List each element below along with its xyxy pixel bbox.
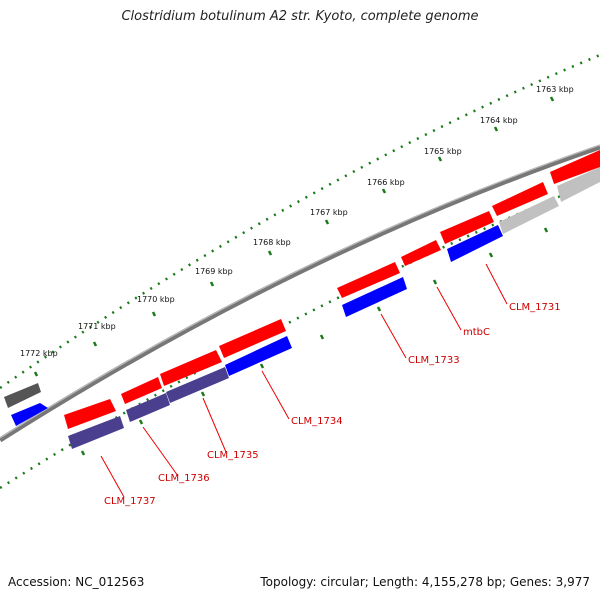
gene-feature-clm1731a-fwd: [440, 211, 494, 244]
kbp-label-1771: 1771 kbp: [78, 322, 116, 331]
gene-feature-clm1737-fwd: [64, 399, 116, 429]
kbp-label-1765: 1765 kbp: [424, 147, 462, 156]
gene-feature-mtbc-fwd: [401, 240, 441, 266]
gene-label-clm1737: CLM_1737: [104, 496, 156, 507]
outer-ruler-track: [0, 53, 600, 390]
gene-label-clm1734: CLM_1734: [291, 416, 343, 427]
gene-label-mtbc: mtbC: [463, 327, 490, 338]
kbp-label-1767: 1767 kbp: [310, 208, 348, 217]
gene-label-clm1733: CLM_1733: [408, 355, 460, 366]
accession-text: Accession: NC_012563: [8, 575, 145, 589]
gene-label-clm1735: CLM_1735: [207, 450, 259, 461]
gene-feature-mtbc-rev: [447, 225, 503, 262]
kbp-label-1772: 1772 kbp: [20, 349, 58, 358]
label-leaders: [100, 263, 508, 498]
inner-major-ticks: [80, 227, 549, 456]
gene-feature-grey-b: [557, 167, 600, 202]
kbp-label-1763: 1763 kbp: [536, 85, 574, 94]
gene-feature-right-fwd: [550, 150, 600, 184]
kbp-label-1769: 1769 kbp: [195, 267, 233, 276]
gene-label-clm1736: CLM_1736: [158, 473, 210, 484]
gene-feature-grey-a: [499, 196, 559, 234]
genome-backbone: [0, 144, 600, 443]
gene-feature-clm1736-rev: [126, 393, 170, 422]
kbp-label-1764: 1764 kbp: [480, 116, 518, 125]
gene-feature-clm1733-fwd: [337, 262, 400, 298]
gene-feature-clm1735-rev: [166, 367, 229, 403]
forward-strand-features: [4, 150, 600, 429]
genome-title: Clostridium botulinum A2 str. Kyoto, com…: [121, 9, 479, 24]
topology-text: Topology: circular; Length: 4,155,278 bp…: [260, 575, 590, 589]
gene-feature-clm1734-fwd: [219, 319, 286, 358]
gene-feature-blue-left: [11, 403, 48, 426]
gene-feature-clm1736-fwd: [121, 377, 162, 404]
gene-feature-clm1734-rev: [225, 336, 292, 376]
gene-feature-clm1737-rev: [68, 416, 124, 449]
gene-feature-clm1735-fwd: [160, 350, 222, 386]
reverse-strand-features: [11, 167, 600, 449]
kbp-label-1770: 1770 kbp: [137, 295, 175, 304]
gene-feature-clm1731b-fwd: [492, 182, 548, 216]
kbp-label-1768: 1768 kbp: [253, 238, 291, 247]
outer-major-ticks: [33, 96, 555, 377]
gene-feature-clm1733-rev: [342, 277, 407, 317]
gene-label-clm1731: CLM_1731: [509, 302, 561, 313]
kbp-label-1766: 1766 kbp: [367, 178, 405, 187]
gene-feature-dark: [4, 383, 41, 408]
